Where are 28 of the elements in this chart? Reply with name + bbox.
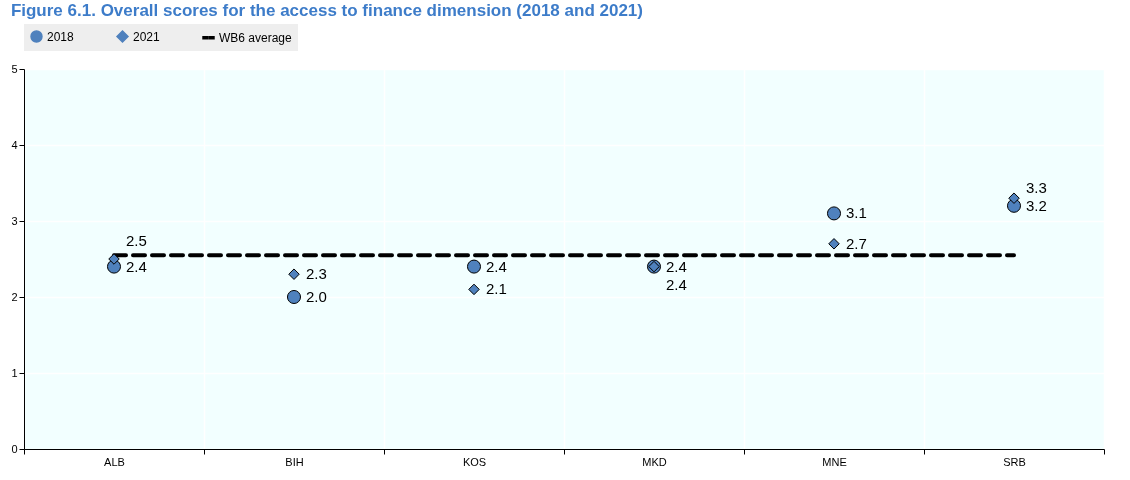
data-label: 2.4 xyxy=(666,257,687,275)
data-label: 3.1 xyxy=(846,204,867,222)
y-tick-label: 5 xyxy=(11,62,18,75)
chart-title: Figure 6.1. Overall scores for the access to finance dimension (2018 and 2021) xyxy=(10,1,643,20)
legend-label: 2021 xyxy=(133,29,161,44)
data-label: 2.1 xyxy=(486,280,507,298)
x-tick-label: BIH xyxy=(285,455,304,468)
legend-label: 2018 xyxy=(47,29,75,44)
data-label: 2.4 xyxy=(666,275,687,293)
y-tick-label: 3 xyxy=(11,214,18,227)
y-tick-label: 0 xyxy=(11,442,18,455)
legend-label: WB6 average xyxy=(219,30,293,45)
data-label: 2.3 xyxy=(306,265,327,283)
data-label: 3.2 xyxy=(1026,196,1047,214)
data-label: 3.3 xyxy=(1026,179,1047,197)
x-tick-label: MKD xyxy=(642,455,667,468)
data-label: 2.4 xyxy=(486,257,507,275)
data-label: 2.7 xyxy=(846,234,867,252)
y-tick-label: 4 xyxy=(11,138,18,151)
data-label: 2.5 xyxy=(126,232,147,249)
y-tick-label: 2 xyxy=(11,290,18,303)
x-tick-label: KOS xyxy=(462,455,487,468)
y-tick-label: 1 xyxy=(11,366,18,379)
x-tick-label: MNE xyxy=(822,455,847,468)
data-label: 2.4 xyxy=(126,257,147,275)
data-label: 2.0 xyxy=(306,288,327,305)
x-tick-label: SRB xyxy=(1003,455,1026,468)
x-tick-label: ALB xyxy=(104,455,125,468)
